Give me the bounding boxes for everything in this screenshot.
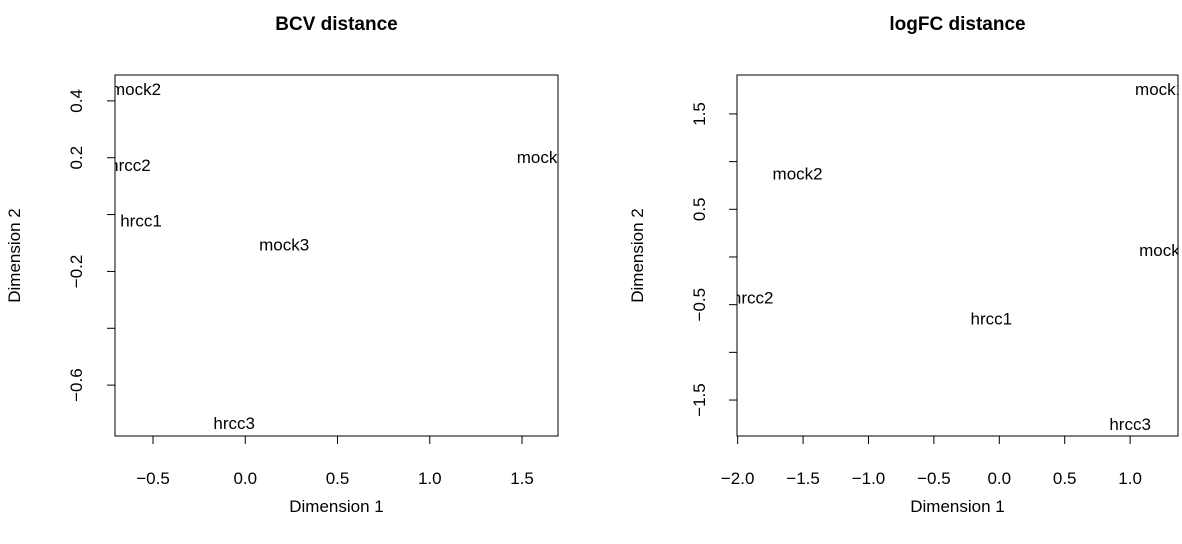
point-label: hrcc3 (1109, 415, 1151, 434)
point-label: mock1 (517, 148, 567, 167)
point-label: hrcc1 (971, 310, 1013, 329)
chart-title: BCV distance (275, 14, 397, 35)
point-label: hrcc2 (109, 156, 151, 175)
y-tick-label: −0.5 (690, 288, 709, 322)
chart-title: logFC distance (889, 14, 1025, 35)
x-tick-label: 1.0 (418, 469, 442, 488)
point-label: mock2 (111, 80, 161, 99)
x-tick-label: 0.5 (1053, 469, 1077, 488)
plot-box (114, 74, 559, 437)
y-tick-label: −0.6 (67, 368, 86, 402)
point-label: hrcc3 (213, 414, 255, 433)
x-tick-label: −0.5 (917, 469, 951, 488)
y-axis-label: Dimension 2 (5, 208, 24, 303)
point-label: hrcc2 (732, 289, 774, 308)
panel: BCV distance Dimension 1 Dimension 2 −0.5 0.… (5, 14, 567, 516)
y-tick-label: 0.4 (67, 89, 86, 113)
x-tick-label: 0.0 (987, 469, 1011, 488)
plot-box (736, 74, 1179, 437)
points: mock2 hrcc2 hrcc1 mock3 hrcc3 mock1 (109, 80, 567, 433)
y-tick-label: 0.5 (690, 197, 709, 221)
y-tick-label: −1.5 (690, 383, 709, 417)
y-tick-label: 0.2 (67, 146, 86, 170)
point-label: mock1 (1135, 80, 1182, 99)
x-tick-label: 0.5 (326, 469, 350, 488)
x-tick-label: −1.0 (852, 469, 886, 488)
x-tick-label: 1.0 (1118, 469, 1142, 488)
x-axis-label: Dimension 1 (910, 497, 1005, 516)
x-tick-label: 1.5 (510, 469, 534, 488)
x-tick-label: −0.5 (136, 469, 170, 488)
panel: logFC distance Dimension 1 Dimension 2 −2.0… (628, 14, 1182, 516)
point-label: mock3 (1139, 241, 1182, 260)
points: mock1 mock2 mock3 hrcc2 hrcc1 hrcc3 (732, 80, 1182, 434)
x-tick-label: −1.5 (786, 469, 820, 488)
x-tick-label: −2.0 (721, 469, 755, 488)
point-label: mock3 (259, 235, 309, 254)
y-axis-label: Dimension 2 (628, 208, 647, 303)
y-tick-label: 1.5 (690, 102, 709, 126)
y-tick-label: −0.2 (67, 255, 86, 289)
x-axis-label: Dimension 1 (289, 497, 384, 516)
x-tick-label: 0.0 (233, 469, 257, 488)
point-label: hrcc1 (120, 212, 162, 231)
point-label: mock2 (773, 164, 823, 183)
